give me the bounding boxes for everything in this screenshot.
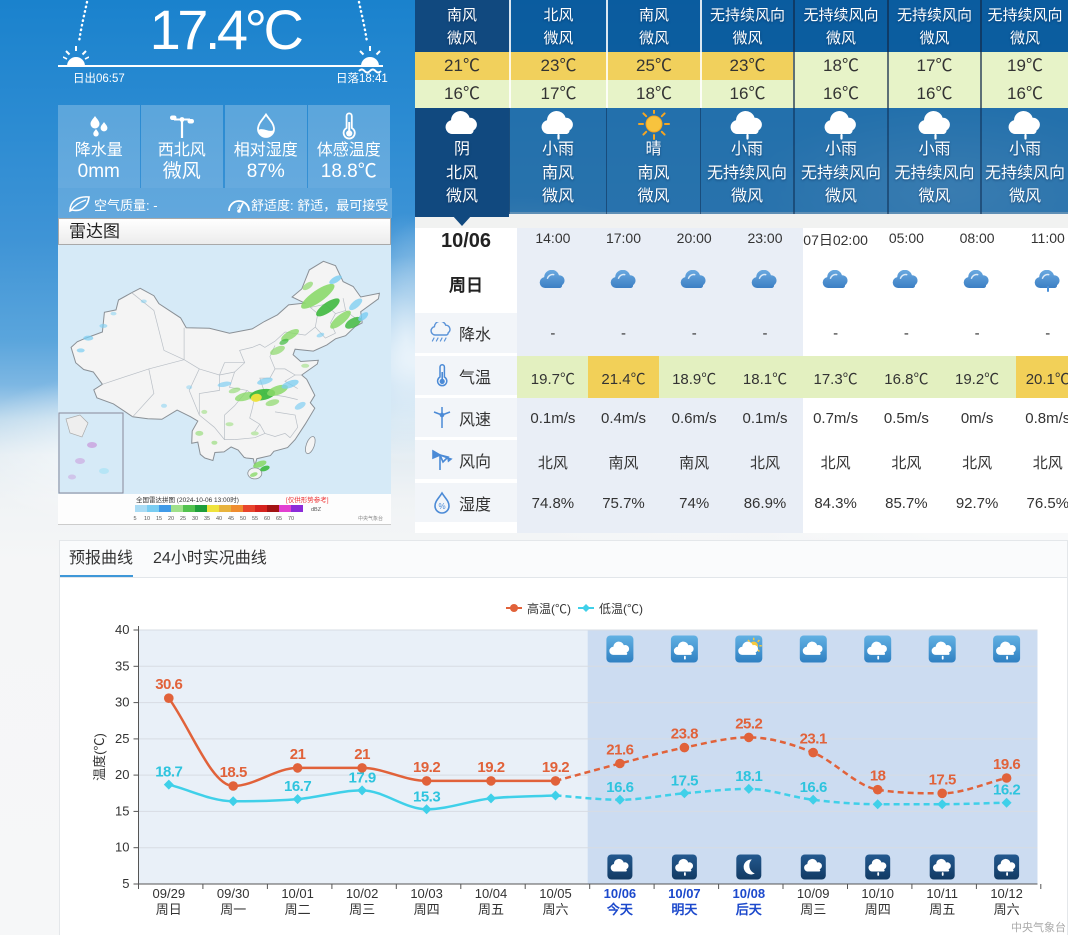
- svg-text:18: 18: [870, 768, 886, 785]
- svg-text:15: 15: [156, 516, 162, 522]
- svg-text:[仅供形势参考]: [仅供形势参考]: [286, 495, 329, 504]
- svg-text:50: 50: [240, 516, 246, 522]
- svg-text:周二: 周二: [285, 902, 311, 917]
- svg-text:%: %: [438, 502, 445, 511]
- svg-text:20: 20: [115, 767, 129, 782]
- svg-text:今天: 今天: [606, 902, 634, 917]
- svg-text:40: 40: [216, 516, 222, 522]
- svg-text:10/11: 10/11: [926, 886, 958, 901]
- svg-text:10/04: 10/04: [475, 886, 508, 901]
- svg-text:10/05: 10/05: [539, 886, 572, 901]
- svg-text:30: 30: [192, 516, 198, 522]
- svg-text:10/08: 10/08: [733, 886, 766, 901]
- svg-text:25: 25: [180, 516, 186, 522]
- svg-text:30.6: 30.6: [155, 676, 182, 693]
- svg-text:周六: 周六: [542, 902, 568, 917]
- svg-text:dBZ: dBZ: [311, 507, 322, 513]
- svg-text:周四: 周四: [414, 902, 440, 917]
- svg-text:10/12: 10/12: [990, 886, 1023, 901]
- svg-text:19.2: 19.2: [542, 759, 569, 776]
- svg-text:中央气象台: 中央气象台: [358, 515, 383, 522]
- svg-text:35: 35: [115, 658, 129, 673]
- svg-text:70: 70: [288, 516, 294, 522]
- svg-text:23.1: 23.1: [800, 731, 827, 748]
- svg-text:15.3: 15.3: [413, 788, 440, 805]
- svg-text:明天: 明天: [671, 902, 698, 917]
- svg-text:25.2: 25.2: [735, 715, 762, 732]
- svg-text:全国雷达拼图 (2024-10-06 13:00时): 全国雷达拼图 (2024-10-06 13:00时): [136, 495, 239, 504]
- svg-text:55: 55: [252, 516, 258, 522]
- svg-text:周三: 周三: [349, 902, 375, 917]
- svg-text:30: 30: [115, 695, 129, 710]
- svg-text:周六: 周六: [994, 902, 1020, 917]
- svg-text:高温(℃): 高温(℃): [527, 601, 571, 616]
- svg-text:10/02: 10/02: [346, 886, 379, 901]
- svg-text:09/30: 09/30: [217, 886, 250, 901]
- svg-text:25: 25: [115, 731, 129, 746]
- svg-text:35: 35: [204, 516, 210, 522]
- svg-text:15: 15: [115, 803, 129, 818]
- svg-text:中央气象台: 中央气象台: [1011, 920, 1066, 934]
- svg-text:10: 10: [115, 840, 129, 855]
- svg-text:温度(℃): 温度(℃): [92, 733, 107, 781]
- svg-text:低温(℃): 低温(℃): [599, 602, 643, 616]
- svg-text:17.5: 17.5: [671, 772, 698, 789]
- svg-text:16.2: 16.2: [993, 782, 1020, 799]
- svg-text:10/10: 10/10: [861, 886, 894, 901]
- svg-text:19.2: 19.2: [413, 759, 440, 776]
- svg-text:周五: 周五: [929, 902, 955, 917]
- svg-text:20: 20: [168, 516, 174, 522]
- svg-text:40: 40: [115, 622, 129, 637]
- svg-text:10/09: 10/09: [797, 886, 830, 901]
- svg-text:09/29: 09/29: [153, 886, 186, 901]
- svg-text:16.6: 16.6: [606, 779, 633, 796]
- svg-text:18.1: 18.1: [735, 768, 762, 785]
- svg-text:10/01: 10/01: [281, 886, 314, 901]
- svg-text:周四: 周四: [865, 902, 891, 917]
- svg-text:18.5: 18.5: [220, 764, 247, 781]
- svg-text:17.5: 17.5: [929, 771, 956, 788]
- svg-text:65: 65: [276, 516, 282, 522]
- svg-text:10/06: 10/06: [604, 886, 637, 901]
- svg-text:周日: 周日: [156, 902, 182, 917]
- svg-text:21: 21: [354, 746, 370, 763]
- svg-text:周一: 周一: [220, 902, 246, 917]
- svg-text:23.8: 23.8: [671, 726, 698, 743]
- svg-text:19.2: 19.2: [477, 759, 504, 776]
- svg-text:45: 45: [228, 516, 234, 522]
- svg-text:16.7: 16.7: [284, 778, 311, 795]
- svg-text:5: 5: [122, 876, 129, 891]
- svg-text:A: A: [237, 205, 241, 211]
- svg-text:后天: 后天: [736, 902, 763, 917]
- svg-text:10/03: 10/03: [410, 886, 443, 901]
- svg-text:10: 10: [144, 516, 150, 522]
- svg-text:21.6: 21.6: [606, 742, 633, 759]
- svg-text:5: 5: [133, 516, 136, 522]
- svg-text:18.7: 18.7: [155, 764, 182, 781]
- svg-text:60: 60: [264, 516, 270, 522]
- svg-text:周三: 周三: [800, 902, 826, 917]
- svg-text:16.6: 16.6: [800, 779, 827, 796]
- svg-text:10/07: 10/07: [668, 886, 701, 901]
- svg-text:21: 21: [290, 746, 306, 763]
- svg-text:19.6: 19.6: [993, 756, 1020, 773]
- svg-text:17.9: 17.9: [348, 769, 375, 786]
- svg-text:周五: 周五: [478, 902, 504, 917]
